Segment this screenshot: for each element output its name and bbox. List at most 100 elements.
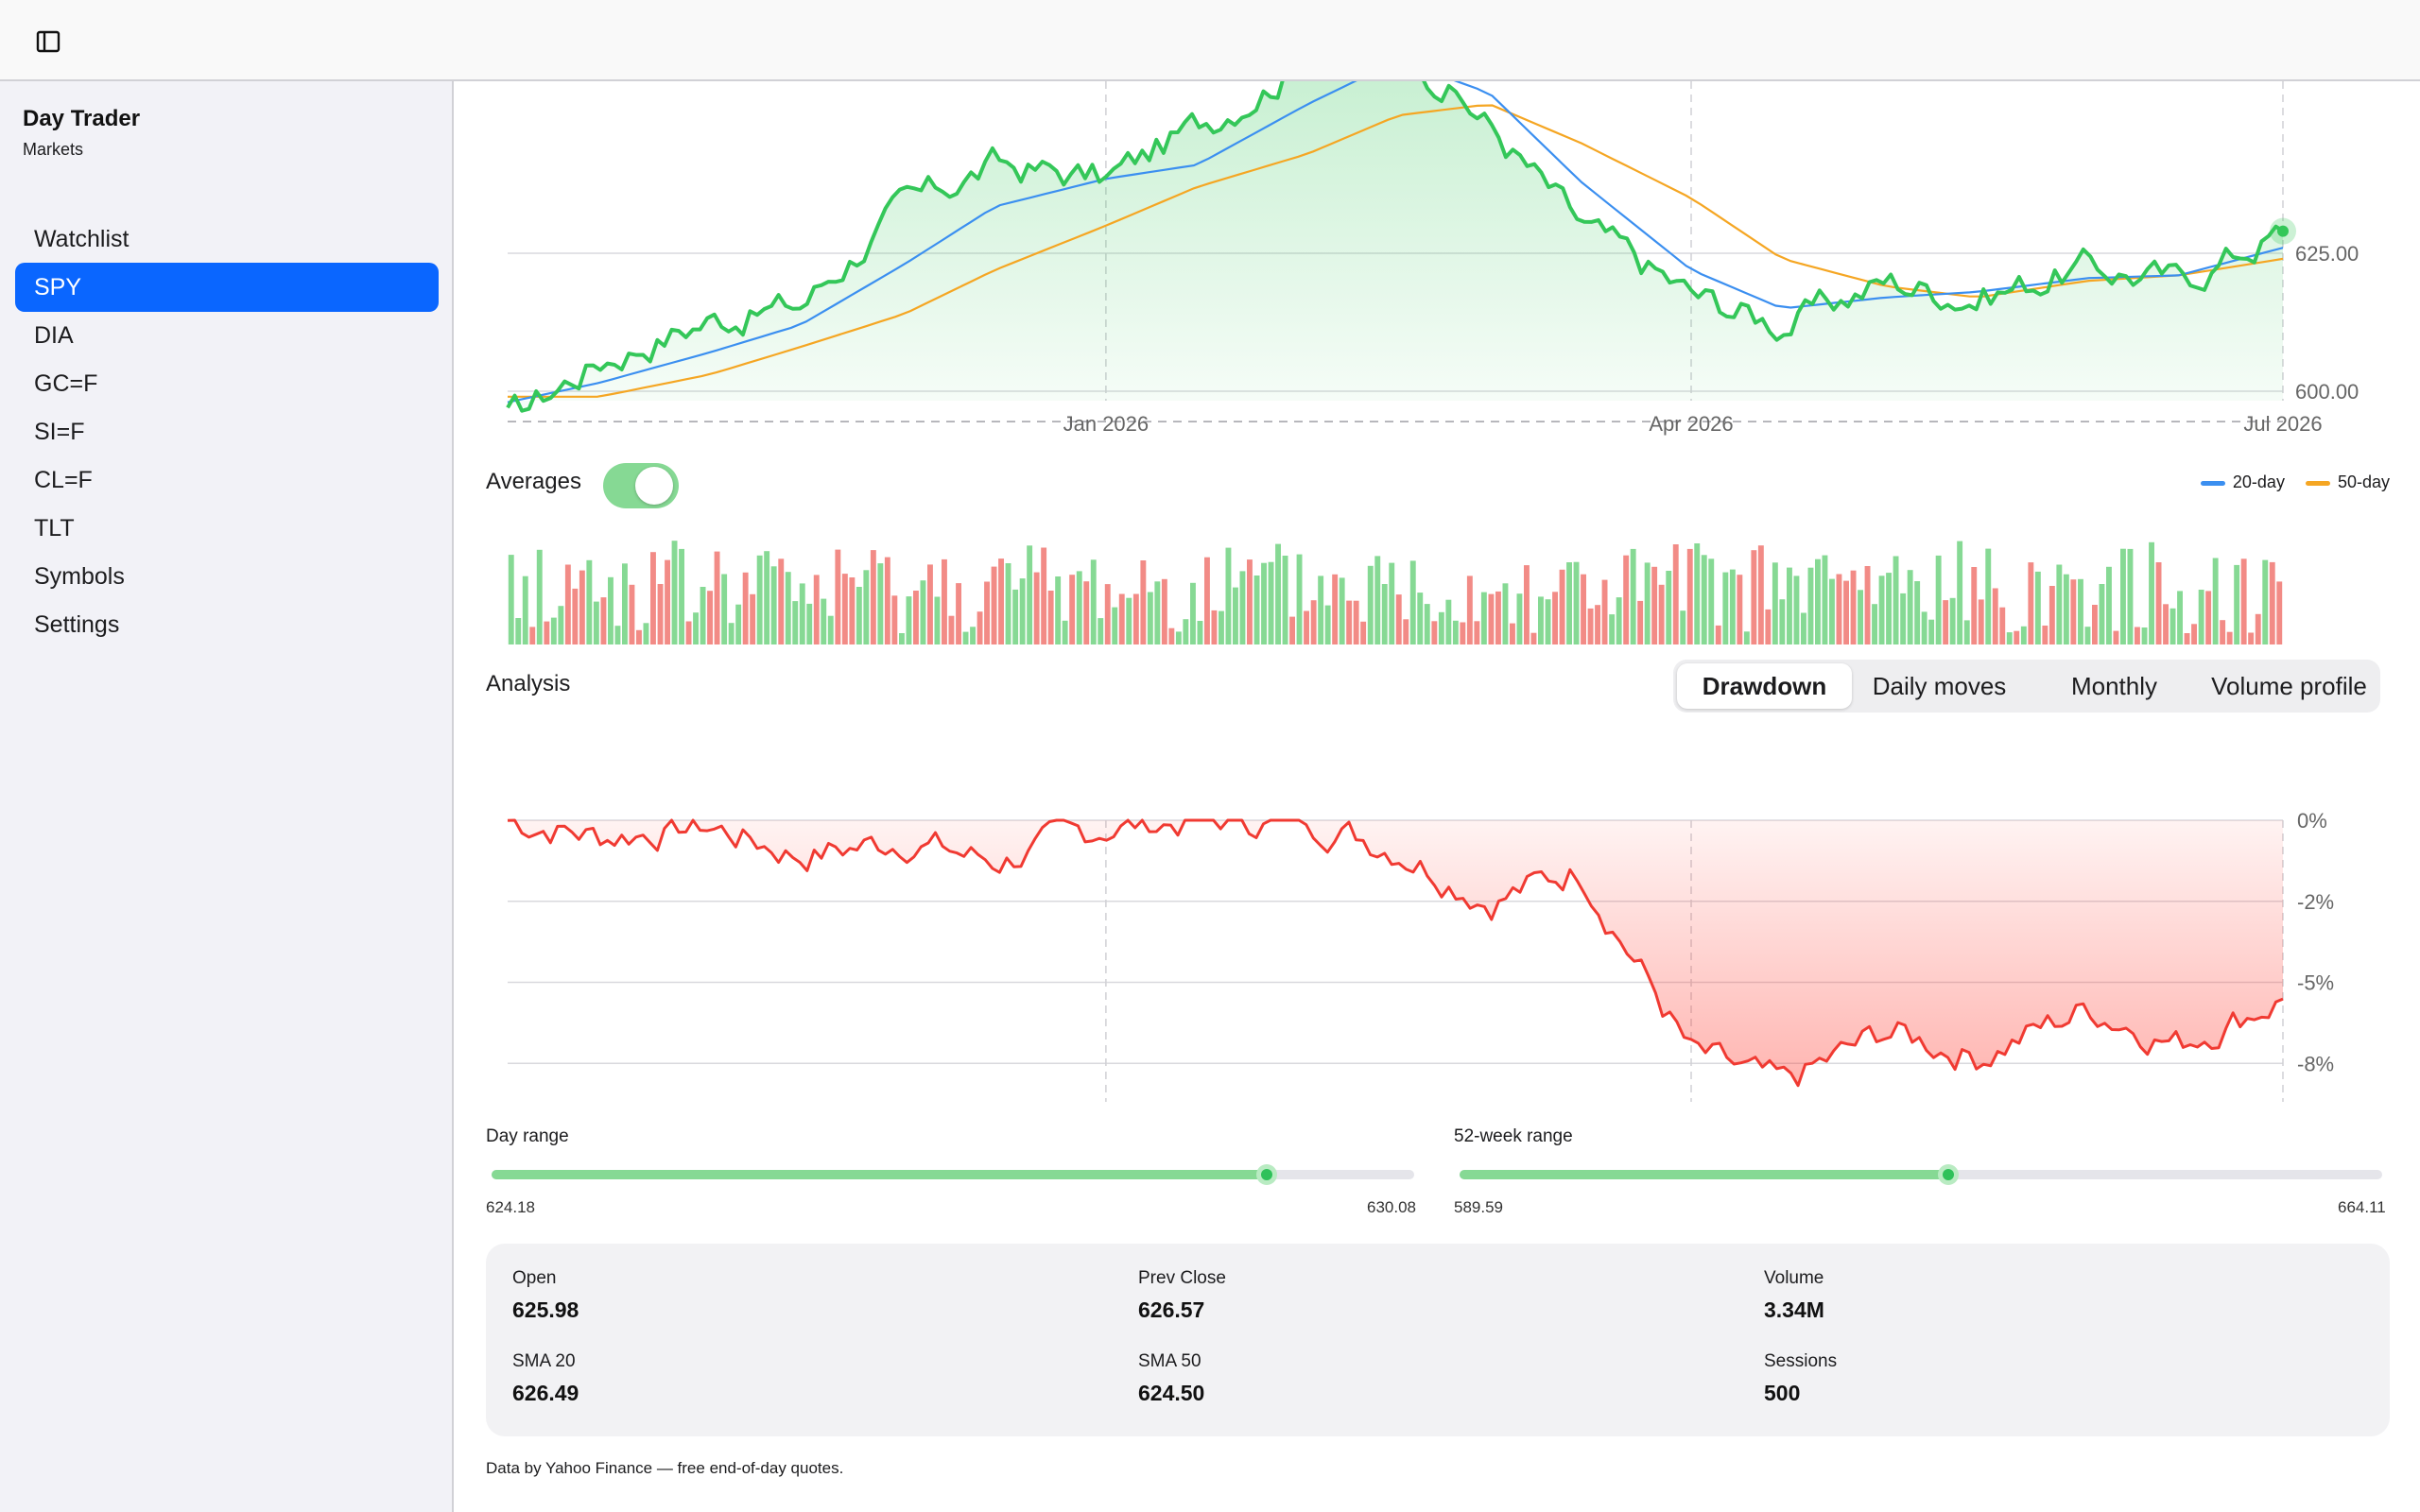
volume-bar	[1502, 583, 1509, 644]
sidebar-item-si-f[interactable]: SI=F	[34, 419, 85, 445]
sidebar-item-gc-f[interactable]: GC=F	[34, 370, 98, 397]
volume-bar	[1253, 576, 1260, 644]
price-x-tick: Apr 2026	[1649, 412, 1733, 436]
volume-bar	[792, 601, 799, 644]
volume-bar	[1815, 558, 1821, 644]
volume-bar	[600, 597, 607, 644]
volume-bar	[2205, 591, 2212, 644]
sidebar-item-spy[interactable]: SPY	[15, 263, 439, 312]
volume-bar	[2078, 578, 2083, 644]
volume-bar	[863, 570, 870, 644]
volume-bar	[977, 611, 983, 644]
legend-50-day: 50-day	[2305, 472, 2390, 492]
tab-drawdown[interactable]: Drawdown	[1677, 663, 1852, 709]
stat-prev-close: Prev Close 626.57	[1138, 1268, 1226, 1322]
main-content: 625.00 600.00 Jan 2026 Apr 2026 Jul 2026 Ave…	[454, 81, 2420, 1512]
volume-bar	[1757, 545, 1764, 644]
volume-bar	[1480, 592, 1487, 644]
volume-bar	[827, 615, 834, 644]
volume-bar	[1360, 621, 1367, 644]
volume-bar	[2198, 590, 2204, 644]
volume-bar	[942, 558, 947, 644]
volume-bar	[629, 584, 635, 644]
volume-bar	[899, 633, 905, 644]
volume-bar	[1339, 577, 1345, 644]
volume-bar	[1062, 620, 1068, 644]
drawdown-area-fill	[508, 820, 2283, 1086]
averages-label: Averages	[486, 469, 581, 494]
volume-bar	[657, 584, 664, 644]
volume-bar	[1644, 562, 1651, 644]
volume-bar	[2184, 633, 2190, 644]
volume-bar	[1409, 560, 1416, 644]
volume-bar	[1708, 558, 1715, 644]
volume-bar	[536, 549, 543, 644]
drawdown-y-tick: -2%	[2297, 890, 2334, 914]
volume-bar	[1907, 570, 1913, 644]
volume-bar	[1637, 600, 1644, 644]
volume-bar	[2191, 624, 2197, 644]
volume-bar	[2220, 620, 2226, 644]
volume-bar	[2120, 548, 2126, 644]
volume-bar	[650, 552, 656, 644]
volume-bar	[1963, 620, 1970, 644]
volume-bar	[806, 603, 813, 644]
sidebar-toggle-icon[interactable]	[32, 26, 64, 58]
volume-bar	[1268, 561, 1274, 644]
volume-bar	[1829, 578, 1835, 644]
volume-bar	[1175, 631, 1182, 644]
volume-bar	[1190, 582, 1196, 644]
volume-bar	[1992, 588, 1998, 644]
volume-bar	[2276, 581, 2283, 644]
app-subtitle: Markets	[23, 140, 84, 159]
volume-bar	[1033, 572, 1040, 644]
day-range-slider	[492, 1164, 1414, 1185]
volume-bar	[1395, 594, 1402, 644]
day-range-thumb	[1255, 1164, 1277, 1185]
tab-monthly[interactable]: Monthly	[2070, 672, 2158, 700]
volume-bar	[1132, 593, 1139, 644]
volume-bar	[835, 549, 841, 644]
sidebar-item-cl-f[interactable]: CL=F	[34, 467, 93, 493]
volume-bar	[700, 587, 706, 644]
sidebar-item-tlt[interactable]: TLT	[34, 515, 75, 541]
volume-bar	[884, 557, 890, 644]
volume-bar	[970, 627, 976, 644]
volume-bar	[750, 593, 756, 644]
last-price-dot	[2277, 225, 2289, 237]
tab-volume-profile[interactable]: Volume profile	[2211, 672, 2367, 700]
toggle-knob	[635, 467, 673, 505]
volume-bar	[2163, 604, 2169, 644]
volume-bar	[1445, 599, 1452, 644]
volume-bar	[1686, 548, 1693, 644]
volume-bar	[1985, 548, 1992, 644]
volume-bar	[1793, 576, 1800, 644]
day-range-label: Day range	[486, 1126, 569, 1146]
legend-swatch-icon	[2305, 480, 2330, 486]
volume-bar	[2269, 561, 2275, 644]
52-week-range-thumb	[1938, 1164, 1960, 1185]
volume-bar	[1957, 541, 1963, 644]
volume-bar	[608, 576, 614, 644]
volume-bar	[841, 574, 848, 644]
sidebar-item-symbols[interactable]: Symbols	[34, 563, 125, 590]
app-title: Day Trader	[23, 106, 141, 131]
sidebar-item-watchlist[interactable]: Watchlist	[34, 226, 130, 252]
averages-toggle[interactable]	[603, 463, 679, 508]
volume-bar	[2255, 613, 2261, 644]
volume-bar	[2048, 586, 2055, 644]
volume-bar	[508, 555, 514, 644]
sidebar-item-settings[interactable]: Settings	[34, 611, 120, 638]
volume-bar	[1743, 631, 1750, 644]
volume-bar	[1949, 597, 1956, 644]
price-x-tick: Jan 2026	[1063, 412, 1150, 436]
volume-bar	[1466, 576, 1473, 644]
sidebar-item-dia[interactable]: DIA	[34, 322, 74, 349]
volume-bar	[1069, 575, 1076, 644]
tab-daily-moves[interactable]: Daily moves	[1872, 672, 2007, 700]
volume-bar	[984, 581, 990, 644]
volume-bar	[1729, 569, 1736, 644]
price-chart[interactable]: 625.00 600.00 Jan 2026 Apr 2026 Jul 2026	[454, 81, 2420, 459]
volume-bar	[1012, 589, 1019, 644]
